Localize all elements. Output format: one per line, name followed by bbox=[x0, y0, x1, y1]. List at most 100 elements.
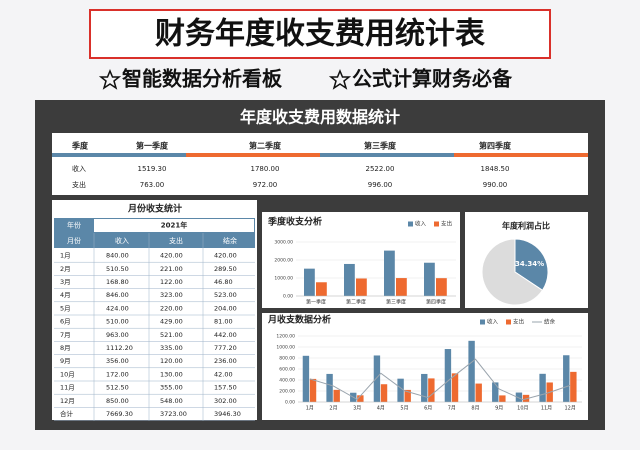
table-cell: 356.00 bbox=[106, 357, 129, 365]
bar bbox=[404, 389, 411, 402]
y-tick-label: 200.00 bbox=[279, 389, 295, 395]
table-cell: 420.00 bbox=[160, 252, 183, 260]
header-stripe bbox=[454, 153, 588, 157]
table-cell: 1780.00 bbox=[251, 165, 280, 173]
dashboard-title: 年度收支费用数据统计 bbox=[240, 108, 400, 127]
bar bbox=[421, 373, 428, 402]
y-tick-label: 1000.00 bbox=[274, 276, 293, 282]
line bbox=[309, 358, 571, 401]
table-cell: 335.00 bbox=[160, 344, 183, 352]
bar bbox=[326, 373, 333, 402]
tag: 公式计算财务必备 bbox=[352, 67, 513, 91]
header-stripe bbox=[186, 153, 320, 157]
table-cell: 302.00 bbox=[214, 397, 237, 405]
table-cell: 合计 bbox=[60, 409, 74, 418]
table-cell: 120.00 bbox=[160, 357, 183, 365]
bar bbox=[499, 395, 506, 402]
table-cell: 46.80 bbox=[214, 278, 233, 286]
table-cell: 收入 bbox=[72, 164, 86, 173]
table-cell: 963.00 bbox=[106, 331, 129, 339]
bar bbox=[373, 355, 381, 402]
table-cell: 9月 bbox=[60, 357, 71, 365]
table-cell: 442.00 bbox=[214, 331, 237, 339]
table-cell: 221.00 bbox=[160, 265, 183, 273]
x-tick-label: 第二季度 bbox=[346, 299, 366, 306]
x-tick-label: 第四季度 bbox=[426, 299, 446, 306]
legend-label: 收入 bbox=[487, 318, 499, 326]
table-header: 收入 bbox=[115, 236, 129, 245]
chart-title: 月收支数据分析 bbox=[267, 314, 331, 326]
header-stripe bbox=[52, 153, 186, 157]
bar bbox=[384, 250, 395, 296]
table-cell: 204.00 bbox=[214, 304, 237, 312]
table-cell: 777.20 bbox=[214, 344, 237, 352]
y-tick-label: 600.00 bbox=[279, 367, 295, 373]
legend-swatch bbox=[480, 319, 485, 325]
data-label: 34.34% bbox=[515, 260, 544, 268]
table-cell: 763.00 bbox=[140, 181, 165, 189]
x-tick-label: 2月 bbox=[329, 406, 337, 412]
table-cell: 12月 bbox=[60, 397, 75, 405]
bar bbox=[356, 278, 367, 296]
table-cell: 429.00 bbox=[160, 318, 183, 326]
bar bbox=[563, 355, 570, 402]
table-cell: 支出 bbox=[72, 180, 86, 189]
year-cell bbox=[94, 219, 254, 232]
y-tick-label: 0.00 bbox=[283, 294, 293, 300]
table-cell: 1112.20 bbox=[106, 344, 133, 352]
table-cell: 424.00 bbox=[106, 304, 129, 312]
table-cell: 323.00 bbox=[160, 291, 183, 299]
bar bbox=[539, 373, 546, 402]
table-cell: 1848.50 bbox=[481, 165, 510, 173]
y-tick-label: 2000.00 bbox=[274, 258, 293, 264]
table-cell: 510.50 bbox=[106, 265, 129, 273]
bar bbox=[424, 262, 435, 296]
bar bbox=[396, 278, 407, 296]
table-cell: 840.00 bbox=[106, 252, 129, 260]
bar bbox=[304, 268, 315, 296]
table-cell: 289.50 bbox=[214, 265, 237, 273]
year-value: 2021年 bbox=[161, 221, 187, 230]
x-tick-label: 3月 bbox=[353, 406, 361, 412]
y-tick-label: 3000.00 bbox=[274, 240, 293, 246]
x-tick-label: 11月 bbox=[541, 406, 552, 412]
table-cell: 172.00 bbox=[106, 370, 129, 378]
legend-label: 收入 bbox=[415, 220, 427, 228]
bar bbox=[515, 392, 523, 402]
table-cell: 42.00 bbox=[214, 370, 233, 378]
bar bbox=[344, 263, 355, 296]
table-cell: 850.00 bbox=[106, 397, 129, 405]
table-cell: 168.80 bbox=[106, 278, 129, 286]
bar bbox=[316, 282, 327, 296]
table-cell: 157.50 bbox=[214, 384, 237, 392]
quarter-panel bbox=[52, 133, 588, 195]
table-cell: 81.00 bbox=[214, 318, 233, 326]
chart-title: 年度利润占比 bbox=[502, 221, 550, 231]
legend-swatch bbox=[408, 221, 413, 227]
x-tick-label: 6月 bbox=[424, 406, 432, 412]
header-stripe bbox=[320, 153, 454, 157]
x-tick-label: 第一季度 bbox=[306, 299, 326, 306]
y-tick-label: 800.00 bbox=[279, 356, 295, 362]
x-tick-label: 4月 bbox=[377, 406, 385, 412]
bar bbox=[475, 383, 482, 402]
legend-label: 支出 bbox=[513, 318, 524, 326]
table-cell: 510.00 bbox=[106, 318, 129, 326]
bar bbox=[333, 389, 340, 402]
table-cell: 7669.30 bbox=[106, 410, 133, 418]
y-tick-label: 1000.00 bbox=[276, 345, 295, 351]
y-tick-label: 400.00 bbox=[279, 378, 295, 384]
x-tick-label: 9月 bbox=[495, 406, 503, 412]
legend-swatch bbox=[506, 319, 511, 325]
table-header: 季度 bbox=[71, 141, 89, 151]
table-cell: 220.00 bbox=[160, 304, 183, 312]
year-label: 年份 bbox=[67, 221, 81, 230]
month-chart-panel bbox=[262, 313, 588, 420]
table-cell: 523.00 bbox=[214, 291, 237, 299]
bar bbox=[444, 349, 452, 402]
y-tick-label: 0.00 bbox=[285, 400, 295, 406]
table-cell: 8月 bbox=[60, 344, 71, 352]
table-cell: 236.00 bbox=[214, 357, 237, 365]
